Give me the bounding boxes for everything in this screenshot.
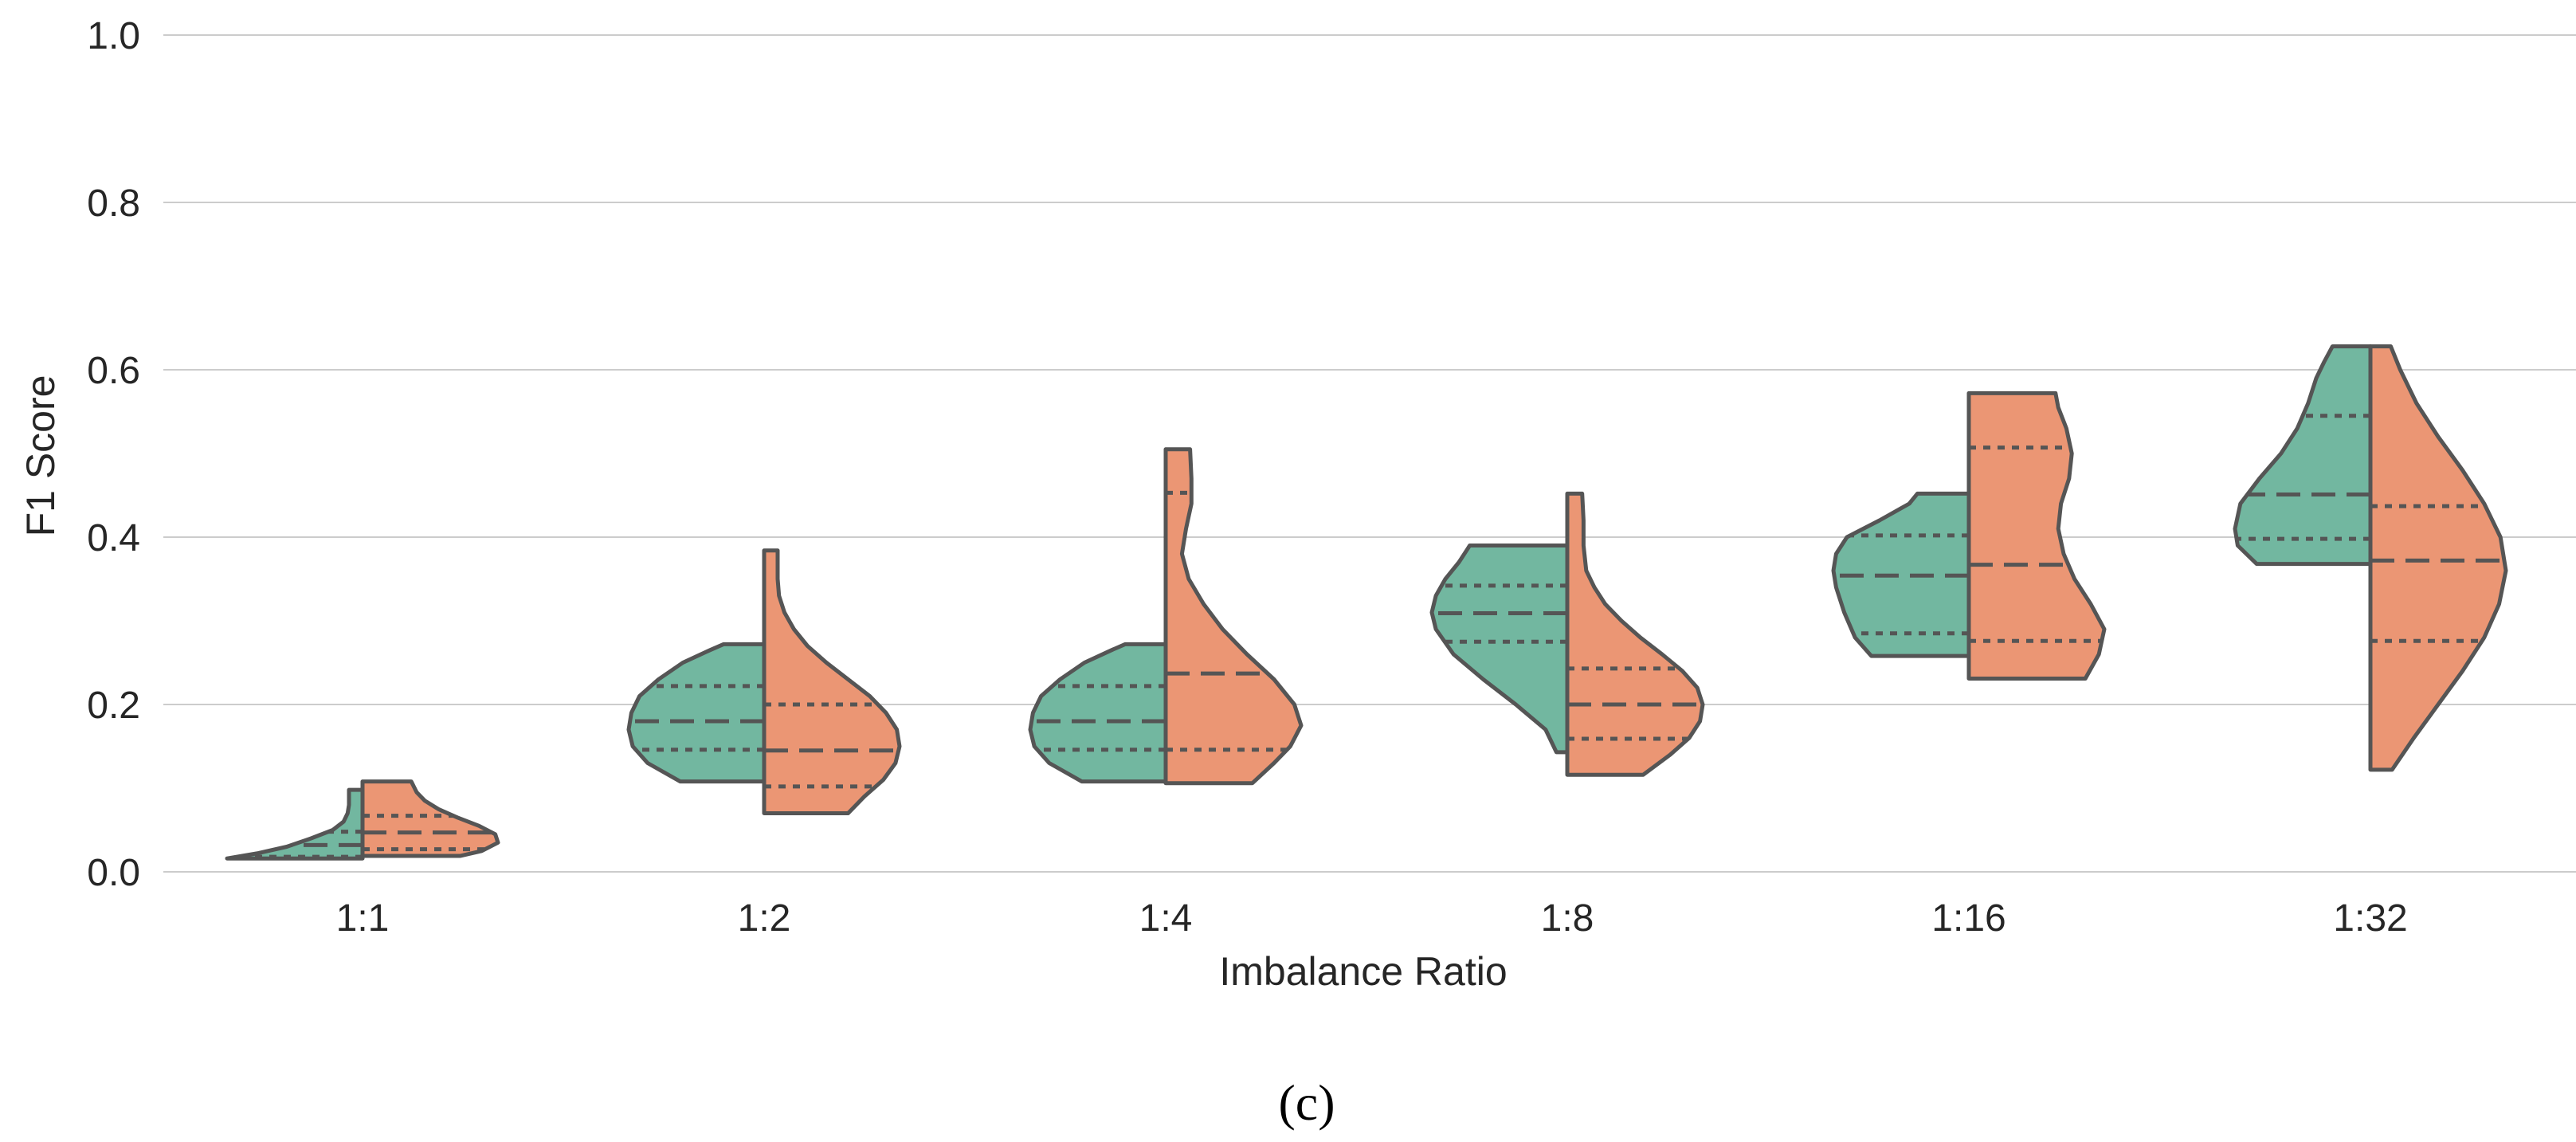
x-tick-label: 1:32 <box>2333 897 2407 940</box>
x-tick-label: 1:16 <box>1931 897 2006 940</box>
y-tick-label: 1.0 <box>87 15 140 57</box>
violins <box>225 344 2508 861</box>
violin-right-1:32 <box>2368 344 2508 772</box>
y-tick-label: 0.0 <box>87 852 140 894</box>
violin-right-1:2 <box>762 548 902 815</box>
y-tick-label: 0.2 <box>87 685 140 727</box>
gridlines <box>163 34 2576 873</box>
panel-label: (c) <box>1278 1074 1335 1131</box>
violin-left-1:2 <box>626 642 767 784</box>
y-tick-label: 0.6 <box>87 350 140 392</box>
violin-right-1:4 <box>1163 447 1304 786</box>
violin-right-1:16 <box>1966 390 2107 681</box>
x-axis-title: Imbalance Ratio <box>1219 949 1507 994</box>
x-tick-label: 1:2 <box>738 897 791 940</box>
quartile-lines <box>237 414 2504 859</box>
y-axis-title: F1 Score <box>18 375 63 537</box>
violin-left-1:4 <box>1028 642 1168 784</box>
violin-left-1:8 <box>1429 544 1570 755</box>
y-tick-label: 0.8 <box>87 182 140 225</box>
violin-right-1:8 <box>1565 491 1705 777</box>
x-tick-label: 1:4 <box>1139 897 1193 940</box>
violin-right-1:1 <box>360 779 500 858</box>
x-tick-label: 1:8 <box>1541 897 1594 940</box>
x-tick-label: 1:1 <box>336 897 390 940</box>
y-tick-label: 0.4 <box>87 517 140 559</box>
violin-left-1:32 <box>2233 344 2373 567</box>
violin-left-1:1 <box>225 787 365 861</box>
x-tick-labels: 1:1 1:2 1:4 1:8 1:16 1:32 <box>336 897 2408 940</box>
y-tick-labels: 0.0 0.2 0.4 0.6 0.8 1.0 <box>87 15 140 894</box>
